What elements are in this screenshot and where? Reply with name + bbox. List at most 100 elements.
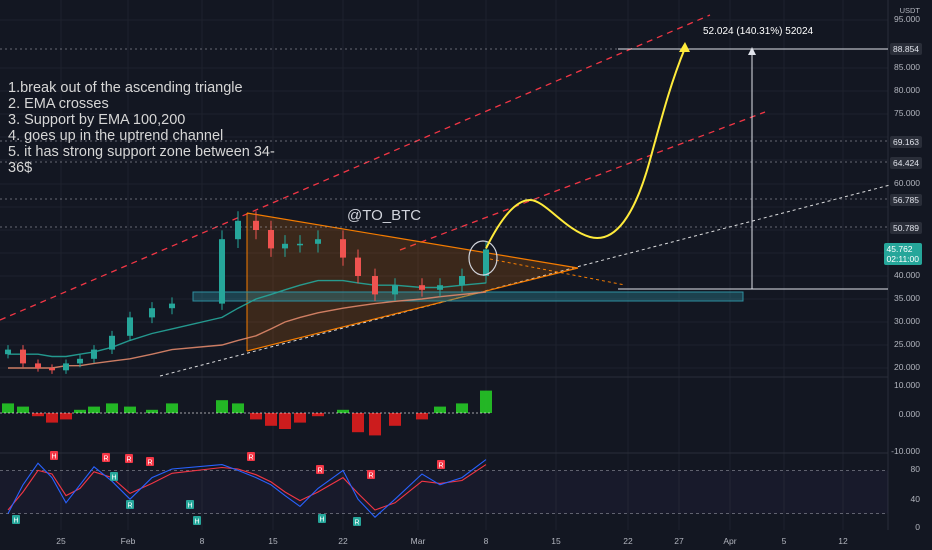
x-tick-label: 12	[838, 536, 848, 546]
current-price-badge: 45.762 02:11:00	[883, 243, 922, 265]
macd-bar	[279, 413, 291, 429]
macd-bar	[146, 409, 158, 413]
macd-bar	[106, 403, 118, 413]
divergence-marker-low	[12, 515, 20, 524]
channel-middle-line	[399, 111, 766, 251]
macd-bar	[166, 403, 178, 413]
x-tick-label: 22	[338, 536, 348, 546]
macd-tick-label: 0.000	[898, 409, 920, 419]
divergence-marker-high	[102, 453, 110, 462]
y-tick-label: 85.000	[894, 62, 920, 72]
candle-body	[35, 363, 41, 368]
divergence-marker-label: R	[438, 463, 443, 470]
divergence-marker-high	[125, 454, 133, 463]
divergence-marker-high	[247, 452, 255, 461]
y-tick-label: 80.000	[894, 85, 920, 95]
note-line: 2. EMA crosses	[8, 96, 109, 112]
divergence-marker-label: H	[51, 454, 56, 461]
candle-body	[297, 243, 303, 246]
ema-100-line	[8, 279, 487, 358]
candle-body	[372, 276, 378, 295]
candle-body	[253, 220, 259, 230]
x-tick-label: Apr	[723, 536, 737, 546]
triangle-lower-edge	[246, 267, 579, 352]
divergence-marker-low	[318, 514, 326, 523]
divergence-marker-label: H	[111, 475, 116, 482]
candle-body	[219, 239, 225, 304]
y-tick-label: 95.000	[894, 14, 920, 24]
divergence-marker-label: H	[187, 503, 192, 510]
x-tick-label: 5	[781, 536, 787, 546]
candle-body	[149, 308, 155, 318]
stoch-tick-label: 80	[910, 464, 920, 474]
note-line: 1.break out of the ascending triangle	[8, 80, 243, 96]
breakout-circle	[468, 240, 498, 276]
y-tick-label: 30.000	[894, 316, 920, 326]
x-tick-label: 22	[623, 536, 633, 546]
macd-bar	[265, 413, 277, 426]
candle-body	[63, 363, 69, 371]
macd-bar	[456, 403, 468, 413]
candle-body	[437, 285, 443, 290]
macd-tick-label: 10.000	[894, 380, 920, 390]
current-price: 45.762	[886, 244, 913, 254]
candle-body	[419, 285, 425, 290]
divergence-marker-label: R	[126, 457, 131, 464]
macd-bar	[369, 413, 381, 436]
divergence-marker-label: R	[368, 473, 373, 480]
analysis-notes: 1.break out of the ascending triangle 2.…	[8, 80, 308, 176]
y-tick-label: 25.000	[894, 339, 920, 349]
macd-bar	[2, 403, 14, 413]
y-tick-label: 20.000	[894, 362, 920, 372]
x-tick-label: 25	[56, 536, 66, 546]
note-line: 3. Support by EMA 100,200	[8, 112, 186, 128]
price-badge-69: 69.163	[890, 136, 922, 148]
measure-arrowhead	[748, 47, 756, 55]
macd-bar	[294, 413, 306, 423]
x-tick-label: Mar	[410, 536, 426, 546]
divergence-marker-high	[50, 451, 58, 460]
divergence-marker-low	[193, 516, 201, 525]
macd-bar	[124, 406, 136, 413]
candle-body	[268, 230, 274, 249]
projection-curve	[485, 47, 686, 249]
candle-countdown: 02:11:00	[886, 254, 919, 264]
price-badge-50: 50.789	[890, 222, 922, 234]
target-measure-label: 52.024 (140.31%) 52024	[703, 26, 814, 37]
divergence-marker-high	[367, 470, 375, 479]
channel-upper-line	[0, 14, 711, 321]
stoch-d-line	[7, 464, 487, 511]
macd-bar	[250, 413, 262, 420]
divergence-marker-label: R	[103, 456, 108, 463]
y-tick-label: 40.000	[894, 270, 920, 280]
divergence-marker-low	[353, 517, 361, 526]
x-tick-label: 27	[674, 536, 684, 546]
currency-label: USDT	[899, 6, 920, 15]
candle-body	[459, 276, 465, 286]
macd-tick-label: -10.000	[891, 446, 920, 456]
x-tick-label: 8	[199, 536, 205, 546]
x-tick-label: Feb	[120, 536, 136, 546]
stoch-tick-label: 40	[910, 494, 920, 504]
macd-bar	[352, 413, 364, 433]
candle-body	[109, 335, 115, 350]
macd-bar	[46, 413, 58, 423]
projection-arrowhead	[679, 42, 690, 52]
y-tick-label: 35.000	[894, 293, 920, 303]
candle-body	[127, 317, 133, 336]
candle-body	[5, 349, 11, 355]
candle-body	[355, 257, 361, 276]
divergence-marker-label: R	[317, 468, 322, 475]
divergence-marker-label: H	[13, 518, 18, 525]
macd-bar	[416, 413, 428, 420]
watermark-tag: @TO_BTC	[347, 207, 422, 224]
stoch-k-line	[7, 459, 487, 518]
candle-body	[169, 303, 175, 309]
candle-body	[77, 358, 83, 364]
triangle-upper-edge	[246, 212, 579, 269]
candle-body	[315, 239, 321, 244]
support-zone	[192, 291, 744, 302]
price-badge-target: 88.854	[890, 43, 922, 55]
